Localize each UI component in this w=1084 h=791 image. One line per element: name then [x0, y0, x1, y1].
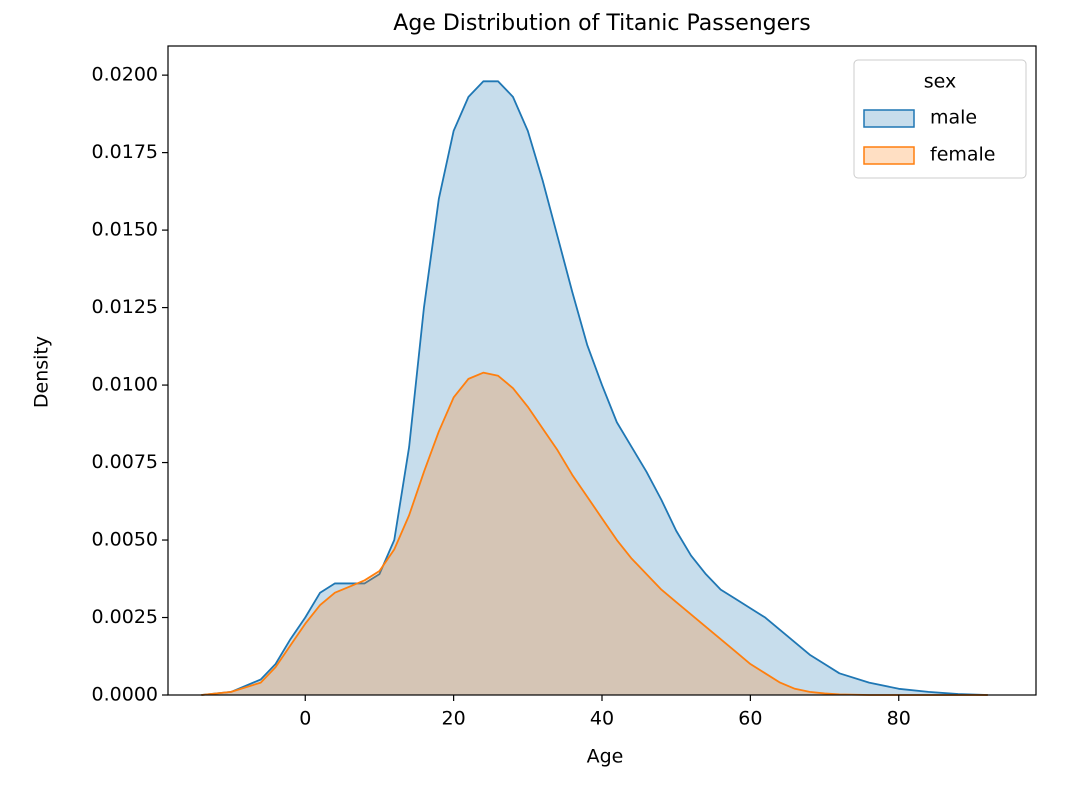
- density-line: [201, 80, 988, 696]
- legend-swatch: [863, 146, 915, 165]
- x-tick-label: 20: [442, 708, 466, 730]
- legend-label: female: [930, 144, 996, 166]
- density-line: [201, 371, 988, 696]
- y-tick-label: 0.0050: [92, 529, 158, 551]
- y-tick-label: 0.0025: [92, 606, 158, 628]
- density-area: [201, 372, 988, 695]
- legend-title: sex: [924, 71, 957, 93]
- y-tick-label: 0.0000: [92, 684, 158, 706]
- y-tick-label: 0.0125: [92, 296, 158, 318]
- x-tick-label: 60: [738, 708, 762, 730]
- chart-title: Age Distribution of Titanic Passengers: [393, 11, 810, 36]
- legend-label: male: [930, 107, 977, 129]
- y-tick-label: 0.0200: [92, 64, 158, 86]
- y-tick-label: 0.0075: [92, 451, 158, 473]
- y-axis-label: Density: [31, 336, 53, 408]
- y-tick-label: 0.0100: [92, 374, 158, 396]
- y-tick-label: 0.0150: [92, 219, 158, 241]
- x-tick-label: 40: [590, 708, 614, 730]
- x-tick-label: 0: [299, 708, 311, 730]
- y-tick-label: 0.0175: [92, 141, 158, 163]
- legend-box: [853, 59, 1027, 179]
- x-tick-label: 80: [887, 708, 911, 730]
- x-axis-label: Age: [587, 746, 624, 768]
- legend-swatch: [863, 109, 915, 128]
